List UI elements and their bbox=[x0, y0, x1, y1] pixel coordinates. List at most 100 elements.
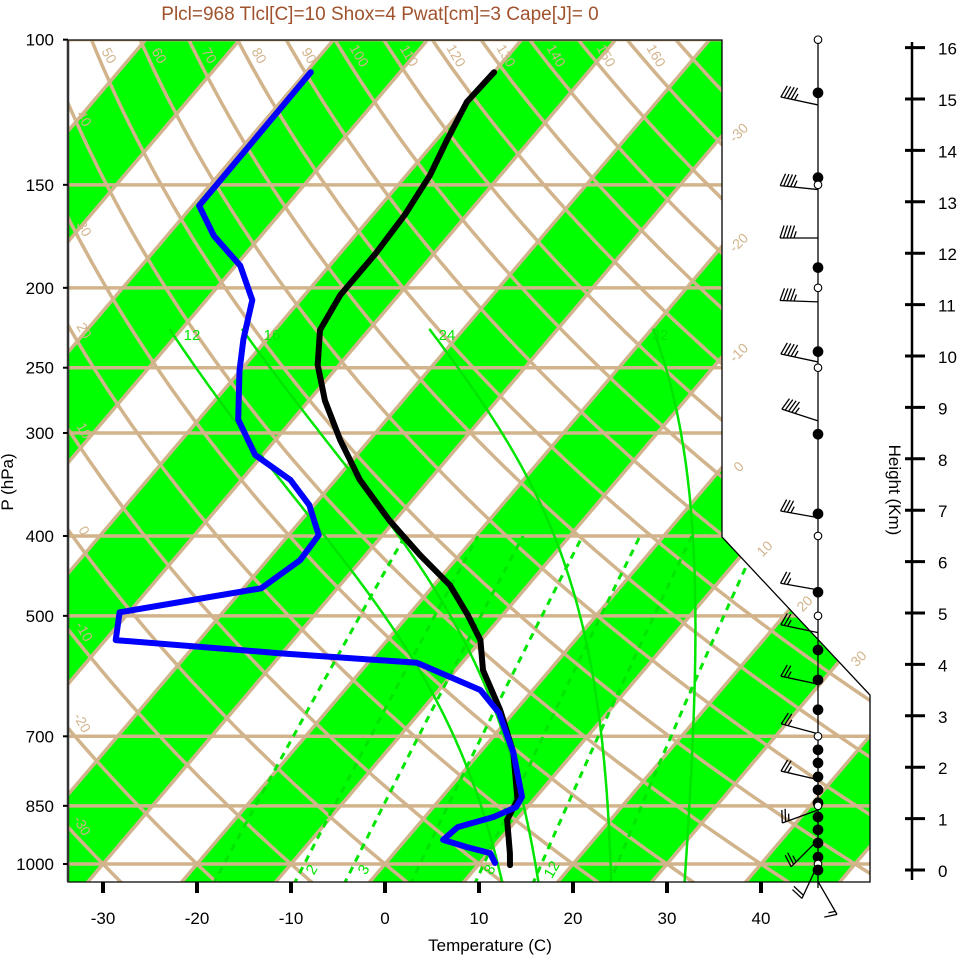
wind-barb-feather bbox=[790, 87, 799, 100]
height-tick-label: 0 bbox=[938, 862, 947, 881]
temperature-tick-label: 40 bbox=[752, 909, 771, 928]
isotherm-label: -30 bbox=[726, 120, 752, 146]
wind-barb-feather bbox=[793, 885, 804, 896]
height-tick-label: 9 bbox=[938, 399, 947, 418]
temperature-tick-label: -30 bbox=[91, 909, 116, 928]
wind-barb-feather bbox=[783, 173, 790, 187]
mixing-ratio-line bbox=[607, 535, 762, 882]
isotherm-line bbox=[68, 40, 462, 882]
level-marker-filled bbox=[812, 811, 824, 823]
dry-adiabat-line bbox=[68, 40, 332, 882]
isotherm-line bbox=[260, 40, 870, 882]
wind-barb-feather bbox=[787, 86, 795, 99]
height-tick-label: 3 bbox=[938, 708, 947, 727]
wind-barb-staff bbox=[780, 96, 819, 106]
moist-adiabat-label: 12 bbox=[184, 327, 201, 344]
wind-barb-feather bbox=[782, 225, 789, 239]
isotherm-label: 30 bbox=[847, 647, 869, 669]
wind-barb-feather bbox=[783, 86, 792, 99]
wind-barb-half-feather bbox=[794, 407, 800, 414]
moist-adiabat-label: 24 bbox=[439, 327, 456, 344]
wind-barb-feather bbox=[787, 343, 795, 356]
wind-barb-feather bbox=[791, 401, 801, 413]
wind-barb-feather bbox=[783, 665, 792, 678]
wind-barb-half-feather bbox=[787, 766, 792, 773]
pressure-tick-label: 100 bbox=[26, 31, 54, 50]
pressure-tick-label: 700 bbox=[26, 727, 54, 746]
dry-adiabat-label: 80 bbox=[249, 45, 271, 67]
level-marker-filled bbox=[812, 744, 824, 756]
wind-barb-feather bbox=[780, 759, 789, 772]
isotherm-band bbox=[68, 40, 836, 882]
isotherm-band bbox=[544, 40, 870, 882]
pressure-tick-label: 250 bbox=[26, 359, 54, 378]
wind-barb-half-feather bbox=[787, 619, 792, 627]
level-marker-filled bbox=[812, 644, 824, 656]
wind-barb-feather bbox=[781, 398, 791, 410]
height-tick-label: 8 bbox=[938, 451, 947, 470]
wind-barb-feather bbox=[789, 225, 796, 239]
height-tick-label: 13 bbox=[938, 194, 957, 213]
wind-barb-feather bbox=[780, 664, 788, 677]
pressure-tick-label: 1000 bbox=[16, 855, 54, 874]
isotherm-band bbox=[68, 40, 648, 882]
dry-adiabat-line bbox=[264, 40, 870, 882]
y-axis-title: P (hPa) bbox=[0, 453, 17, 510]
level-marker-filled bbox=[812, 824, 824, 836]
wind-barb-feather bbox=[780, 571, 788, 584]
wind-barb-feather bbox=[784, 854, 792, 868]
height-tick-label: 5 bbox=[938, 605, 947, 624]
mixing-ratio-line bbox=[211, 535, 407, 882]
dry-adiabat-line bbox=[548, 40, 870, 882]
wind-barb-feather bbox=[784, 399, 794, 411]
wind-barb-feather bbox=[779, 288, 786, 301]
height-tick-label: 11 bbox=[938, 297, 956, 316]
wind-barb-feather bbox=[780, 85, 788, 98]
level-marker-open bbox=[813, 180, 823, 190]
isotherm-line bbox=[636, 40, 870, 882]
wind-barb-staff bbox=[780, 582, 819, 591]
wind-barb-half-feather bbox=[793, 294, 798, 302]
height-tick-label: 12 bbox=[938, 245, 957, 264]
wind-barb-staff bbox=[780, 624, 819, 634]
wind-barb-staff bbox=[780, 770, 819, 781]
level-marker-open bbox=[813, 363, 823, 373]
isotherm-line bbox=[542, 40, 870, 882]
dry-adiabat-line bbox=[170, 40, 870, 882]
level-marker-filled bbox=[812, 508, 824, 520]
wind-barb-feather bbox=[787, 852, 795, 865]
wind-barb-half-feather bbox=[828, 910, 836, 914]
temperature-tick-label: 10 bbox=[470, 909, 489, 928]
dry-adiabat-label: 10 bbox=[74, 420, 96, 442]
level-marker-filled bbox=[812, 757, 824, 769]
level-marker-filled bbox=[812, 784, 824, 796]
pressure-tick-label: 400 bbox=[26, 527, 54, 546]
height-tick-label: 14 bbox=[938, 142, 957, 161]
dry-adiabat-line bbox=[454, 40, 870, 882]
wind-barb bbox=[817, 881, 838, 918]
level-marker-open bbox=[813, 283, 823, 293]
wind-barb-half-feather bbox=[793, 231, 797, 239]
wind-barb-feather bbox=[780, 613, 788, 626]
isotherm-line bbox=[68, 40, 368, 882]
dry-adiabat-label: 20 bbox=[74, 320, 96, 342]
level-marker-filled bbox=[812, 346, 824, 357]
wind-barb-feather bbox=[780, 342, 788, 355]
level-marker-filled bbox=[812, 428, 824, 440]
wind-barb-feather bbox=[791, 889, 803, 899]
wind-barb-half-feather bbox=[787, 671, 792, 678]
wind-barb-staff bbox=[781, 723, 819, 735]
dry-adiabat-line bbox=[68, 40, 622, 882]
height-axis-title: Height (Km) bbox=[885, 445, 904, 536]
wind-barb-half-feather bbox=[793, 350, 799, 358]
wind-barb bbox=[780, 759, 819, 781]
wind-barb bbox=[780, 342, 819, 363]
wind-barb-staff bbox=[780, 353, 819, 363]
wind-barb-feather bbox=[783, 499, 791, 512]
level-marker-filled bbox=[812, 864, 824, 876]
level-marker-filled bbox=[812, 771, 824, 783]
wind-barb-feather bbox=[790, 344, 799, 357]
height-tick-label: 7 bbox=[938, 502, 947, 521]
